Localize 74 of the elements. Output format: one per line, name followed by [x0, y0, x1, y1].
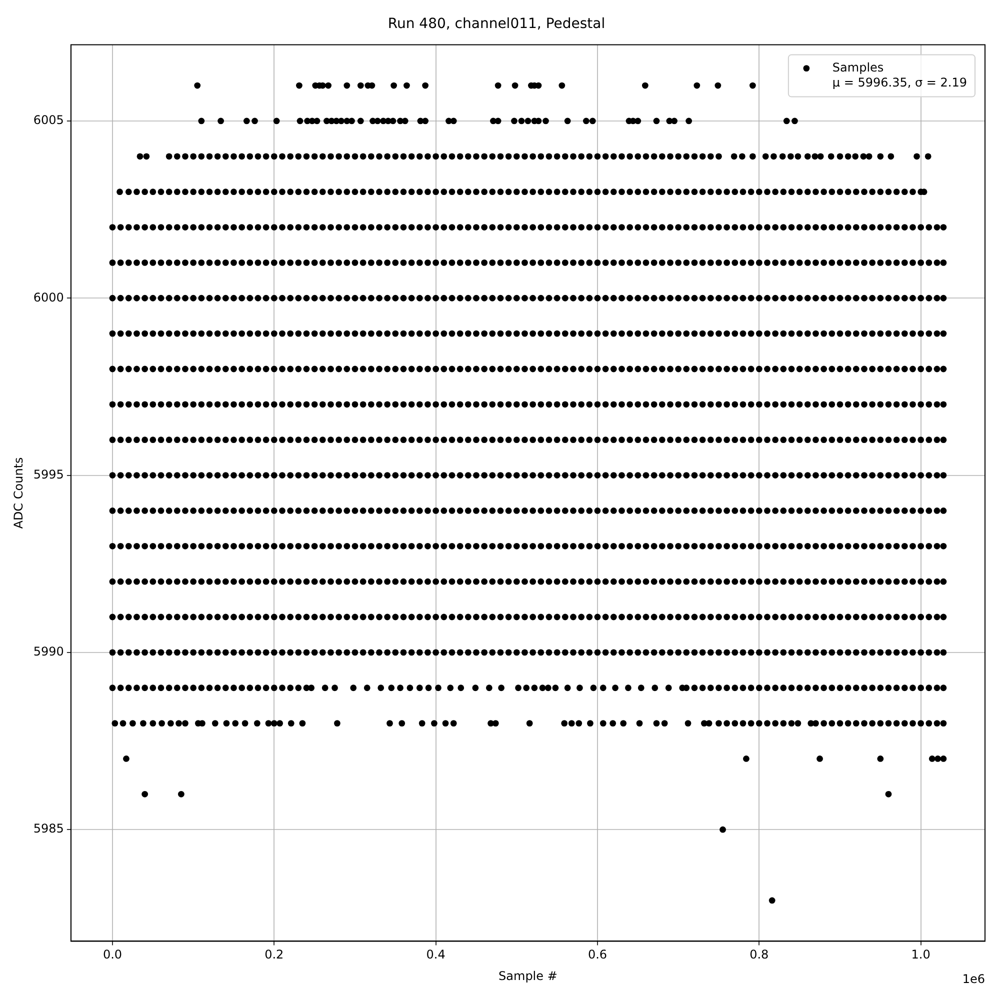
y-tick-label: 6005: [33, 113, 64, 128]
x-tick-label: 0.8: [750, 948, 769, 962]
point: [296, 82, 302, 89]
point: [934, 756, 941, 762]
text: 1e6: [962, 972, 985, 986]
legend-label: Samples μ = 5996.35, σ = 2.19: [832, 60, 967, 90]
point: [123, 756, 130, 762]
point: [524, 118, 532, 124]
point: [671, 118, 678, 124]
point: [390, 82, 397, 89]
point: [720, 826, 726, 833]
point: [273, 118, 280, 124]
point: [357, 118, 364, 124]
point: [634, 118, 642, 124]
point: [589, 118, 596, 124]
point: [422, 118, 429, 124]
x-tick-label: 0.6: [588, 948, 608, 962]
point: [422, 82, 429, 89]
point: [390, 118, 396, 124]
point: [404, 82, 410, 89]
point: [344, 82, 350, 89]
point: [450, 118, 457, 124]
point: [816, 756, 823, 762]
point: [940, 756, 947, 762]
y-tick-label: 5985: [33, 822, 64, 836]
x-tick-label: 1.0: [911, 948, 930, 962]
point: [252, 118, 258, 124]
point: [243, 118, 250, 124]
point: [402, 118, 408, 124]
point: [928, 756, 936, 762]
point: [338, 118, 344, 124]
point: [768, 897, 776, 904]
y-tick-label: 6000: [33, 290, 64, 304]
point: [368, 82, 376, 89]
point: [218, 118, 224, 124]
point: [694, 82, 700, 89]
point: [518, 118, 525, 124]
chart-title: Run 480, channel011, Pedestal: [388, 16, 606, 32]
point: [494, 118, 502, 124]
point: [494, 82, 502, 89]
point: [564, 118, 571, 124]
point: [783, 118, 790, 124]
point: [511, 118, 518, 124]
point: [558, 82, 566, 89]
point: [374, 118, 381, 124]
point: [885, 790, 892, 798]
point: [357, 82, 364, 89]
point: [535, 82, 542, 89]
point: [542, 118, 549, 124]
y-tick-label: 5990: [33, 644, 64, 659]
point: [296, 118, 304, 124]
point: [325, 82, 332, 89]
point: [142, 790, 148, 798]
x-tick-label: 0.2: [264, 948, 284, 962]
point: [877, 756, 884, 762]
point: [582, 118, 590, 124]
point: [686, 118, 692, 124]
point: [743, 756, 750, 762]
y-axis-title: ADC Counts: [11, 457, 26, 529]
point: [314, 118, 320, 124]
x-axis-title: Sample #: [498, 968, 558, 983]
point: [653, 118, 660, 124]
point: [198, 118, 205, 124]
point: [749, 82, 756, 89]
point: [178, 790, 184, 798]
point: [512, 82, 518, 89]
point: [792, 118, 798, 124]
point: [714, 82, 722, 89]
point: [348, 118, 355, 124]
point: [194, 82, 201, 89]
y-tick-label: 5995: [33, 467, 64, 482]
point: [642, 82, 648, 89]
x-tick-label: 0.4: [426, 948, 446, 962]
x-tick-label: 0.0: [102, 948, 122, 962]
